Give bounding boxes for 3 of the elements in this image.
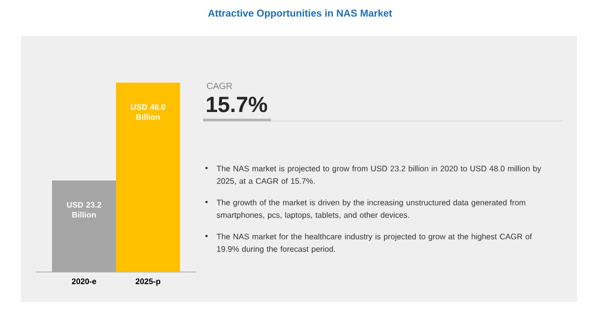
text: CAGR (206, 82, 232, 90)
text: Attractive Opportunities in NAS Market (208, 9, 392, 19)
text: 15.7% (206, 96, 268, 112)
